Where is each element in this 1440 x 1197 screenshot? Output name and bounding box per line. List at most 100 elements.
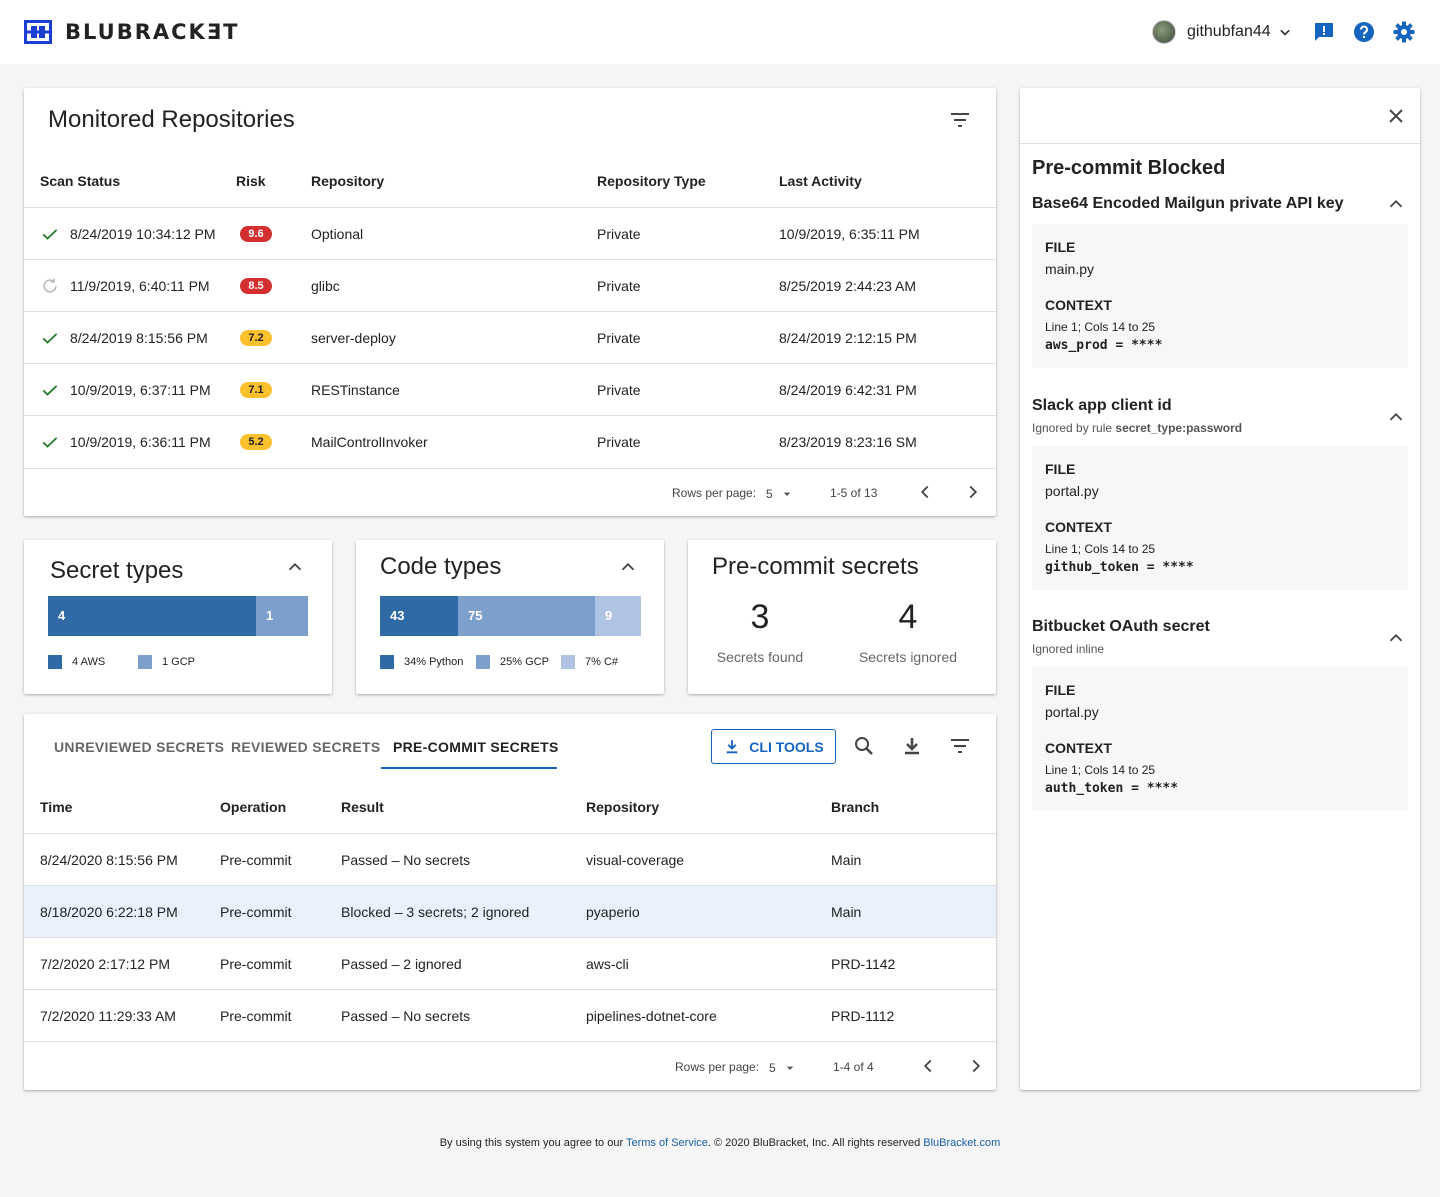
ignore-note-text: Ignored by rule: [1032, 421, 1116, 435]
table-row[interactable]: 8/18/2020 6:22:18 PM Pre-commit Blocked – …: [24, 885, 996, 937]
bar-segment[interactable]: 4: [48, 596, 256, 636]
table-row[interactable]: 11/9/2019, 6:40:11 PM 8.5 glibc Private 8/25…: [24, 259, 996, 311]
last-activity: 8/23/2019 8:23:16 SM: [779, 434, 917, 450]
repository-name[interactable]: Optional: [311, 226, 364, 242]
bar-segment[interactable]: 9: [595, 596, 641, 636]
settings-icon[interactable]: [1392, 20, 1416, 44]
detail-title: Pre-commit Blocked: [1032, 157, 1226, 179]
last-activity: 8/24/2019 6:42:31 PM: [779, 382, 917, 398]
repository-name[interactable]: glibc: [311, 278, 340, 294]
repository-name[interactable]: aws-cli: [586, 956, 629, 972]
secrets-ignored-label: Secrets ignored: [858, 649, 958, 665]
feedback-icon[interactable]: [1312, 20, 1336, 44]
refresh-icon: [43, 278, 57, 293]
chevron-right-icon[interactable]: [962, 481, 984, 503]
col-repository[interactable]: Repository: [311, 173, 385, 189]
legend-label: 4 AWS: [72, 656, 106, 668]
table-row[interactable]: 8/24/2020 8:15:56 PM Pre-commit Passed – N…: [24, 833, 996, 885]
check-icon: [42, 385, 58, 396]
col-repository[interactable]: Repository: [586, 799, 660, 815]
chevron-left-icon[interactable]: [914, 481, 936, 503]
site-link[interactable]: BluBracket.com: [923, 1137, 1001, 1149]
repository-name[interactable]: RESTinstance: [311, 382, 400, 398]
col-last-activity[interactable]: Last Activity: [779, 173, 862, 189]
ignore-rule: secret_type:password: [1115, 421, 1243, 435]
context-label: CONTEXT: [1045, 519, 1112, 535]
col-result[interactable]: Result: [341, 799, 384, 815]
chevron-up-icon[interactable]: [1385, 193, 1407, 215]
chevron-up-icon[interactable]: [617, 556, 639, 578]
scan-status-icon: [40, 276, 60, 301]
user-menu[interactable]: githubfan44: [1152, 20, 1295, 44]
search-icon[interactable]: [852, 734, 876, 758]
scan-status-icon: [40, 328, 60, 353]
brand-mark-icon: [24, 20, 52, 44]
legend-item: 7% C#: [561, 655, 618, 669]
legend-item: 4 AWS: [48, 655, 105, 669]
chevron-left-icon[interactable]: [917, 1055, 939, 1077]
repository-type: Private: [597, 278, 641, 294]
cli-tools-button[interactable]: CLI TOOLS: [711, 729, 836, 764]
repository-name[interactable]: server-deploy: [311, 330, 396, 346]
ignore-note: Ignored inline: [1032, 642, 1105, 656]
table-row[interactable]: 8/24/2019 10:34:12 PM 9.6 Optional Private 1…: [24, 207, 996, 259]
rows-per-page-label: Rows per page:: [672, 486, 757, 500]
rows-per-page-select[interactable]: 5: [769, 1060, 798, 1076]
logo[interactable]: BLUBRACKƎT: [24, 20, 239, 44]
secret-detail-box: FILE portal.py CONTEXT Line 1; Cols 14 t…: [1032, 667, 1408, 811]
rows-per-page-select[interactable]: 5: [766, 486, 795, 502]
bar-segment[interactable]: 43: [380, 596, 458, 636]
tab-unreviewed-secrets[interactable]: UNREVIEWED SECRETS: [54, 739, 225, 755]
legend-swatch: [48, 655, 62, 669]
operation: Pre-commit: [220, 904, 292, 920]
col-scan-status[interactable]: Scan Status: [40, 173, 121, 189]
table-row[interactable]: 7/2/2020 11:29:33 AM Pre-commit Passed – N…: [24, 989, 996, 1041]
avatar: [1152, 20, 1176, 44]
table-row[interactable]: 7/2/2020 2:17:12 PM Pre-commit Passed – 2 …: [24, 937, 996, 989]
branch: PRD-1142: [831, 956, 896, 972]
chevron-up-icon[interactable]: [284, 556, 306, 578]
check-icon: [42, 229, 58, 240]
terms-of-service-link[interactable]: Terms of Service: [625, 1137, 708, 1149]
table-row[interactable]: 10/9/2019, 6:36:11 PM 5.2 MailControlInvok…: [24, 415, 996, 467]
last-activity: 10/9/2019, 6:35:11 PM: [779, 226, 920, 242]
col-operation[interactable]: Operation: [220, 799, 287, 815]
brand-name: BLUBRACKƎT: [65, 20, 240, 44]
col-time[interactable]: Time: [40, 799, 73, 815]
result: Passed – 2 ignored: [341, 956, 462, 972]
bar-segment[interactable]: 75: [458, 596, 595, 636]
scan-time: 8/24/2019 8:15:56 PM: [70, 330, 208, 346]
repository-name[interactable]: pyaperio: [586, 904, 640, 920]
table-row[interactable]: 8/24/2019 8:15:56 PM 7.2 server-deploy Priv…: [24, 311, 996, 363]
context-code: github_token = ****: [1045, 560, 1194, 575]
col-repository-type[interactable]: Repository Type: [597, 173, 706, 189]
card-title: Code types: [380, 553, 502, 580]
bar-segment[interactable]: 1: [256, 596, 308, 636]
context-position: Line 1; Cols 14 to 25: [1045, 320, 1156, 334]
scan-status-icon: [40, 380, 60, 405]
close-icon[interactable]: [1384, 104, 1408, 128]
repository-name[interactable]: MailControlInvoker: [311, 434, 428, 450]
footer: By using this system you agree to our Te…: [0, 1137, 1440, 1149]
operation: Pre-commit: [220, 852, 292, 868]
tab-precommit-secrets[interactable]: PRE-COMMIT SECRETS: [393, 739, 559, 755]
chevron-up-icon[interactable]: [1385, 627, 1407, 649]
repository-name[interactable]: visual-coverage: [586, 852, 685, 868]
active-tab-indicator: [381, 767, 557, 769]
risk-badge: 7.1: [240, 382, 272, 398]
repository-name[interactable]: pipelines-dotnet-core: [586, 1008, 717, 1024]
chevron-right-icon[interactable]: [965, 1055, 987, 1077]
username: githubfan44: [1187, 23, 1271, 40]
download-icon[interactable]: [900, 734, 924, 758]
col-risk[interactable]: Risk: [236, 173, 266, 189]
scan-time: 10/9/2019, 6:37:11 PM: [70, 382, 211, 398]
filter-icon[interactable]: [948, 108, 972, 132]
filter-icon[interactable]: [948, 734, 972, 758]
help-icon[interactable]: [1352, 20, 1376, 44]
tab-reviewed-secrets[interactable]: REVIEWED SECRETS: [231, 739, 381, 755]
scan-time: 8/24/2019 10:34:12 PM: [70, 226, 216, 242]
chevron-up-icon[interactable]: [1385, 406, 1407, 428]
table-row[interactable]: 10/9/2019, 6:37:11 PM 7.1 RESTinstance Priv…: [24, 363, 996, 415]
col-branch[interactable]: Branch: [831, 799, 880, 815]
